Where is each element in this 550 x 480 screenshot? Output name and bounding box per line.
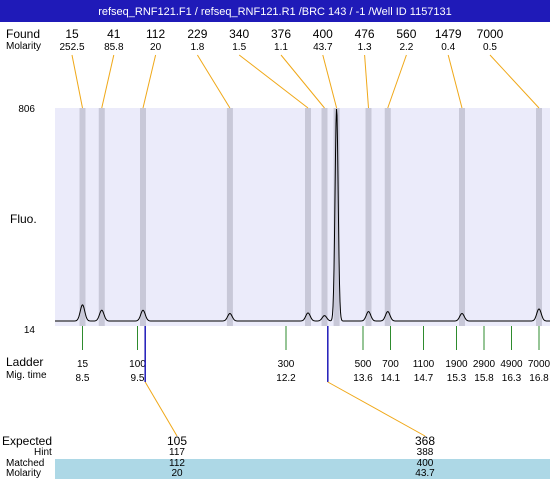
expected-value: 368 xyxy=(414,434,436,448)
ladder-time-label: 14.7 xyxy=(414,373,434,384)
peak-connector xyxy=(364,54,369,109)
peak-connector xyxy=(447,54,463,109)
fluorescence-trace xyxy=(55,108,550,322)
expected-row: Expected 105 368 xyxy=(0,434,550,448)
ladder-size-label: 300 xyxy=(278,359,295,370)
found-size-label: 15 xyxy=(65,27,79,41)
peak-band xyxy=(305,108,311,326)
ladder-time-label: 8.5 xyxy=(76,373,90,384)
ladder-size-label: 500 xyxy=(355,359,372,370)
found-molarity-label: 43.7 xyxy=(313,42,333,53)
peak-connector xyxy=(101,54,115,109)
peak-band xyxy=(79,108,86,326)
molarity-row: Molarity 20 43.7 xyxy=(0,469,550,479)
found-label: Found xyxy=(6,27,41,41)
matched-label: Matched xyxy=(6,458,45,469)
peak-connector xyxy=(280,54,325,109)
ladder-size-label: 1900 xyxy=(445,359,468,370)
expected-value: 105 xyxy=(166,434,188,448)
peak-band xyxy=(321,108,328,326)
found-size-label: 560 xyxy=(396,27,416,41)
found-size-label: 41 xyxy=(107,27,121,41)
ladder-time-label: 15.8 xyxy=(474,373,494,384)
expected-connector xyxy=(144,381,178,437)
found-size-label: 112 xyxy=(146,27,165,41)
peak-connector xyxy=(71,54,83,109)
ladder-size-label: 100 xyxy=(129,359,146,370)
ladder-time-label: 15.3 xyxy=(447,373,467,384)
found-size-label: 229 xyxy=(187,27,207,41)
expected-connector xyxy=(327,381,426,437)
ladder-label: Ladder xyxy=(6,355,44,369)
ladder-size-label: 4900 xyxy=(500,359,523,370)
ladder-size-label: 15 xyxy=(77,359,89,370)
found-molarity-label: 1.3 xyxy=(358,42,372,53)
migtime-label: Mig. time xyxy=(6,370,47,381)
matched-value: 400 xyxy=(416,458,434,469)
found-size-label: 7000 xyxy=(477,27,504,41)
matched-row: Matched 112 400 xyxy=(0,459,550,469)
found-molarity-label: 252.5 xyxy=(59,42,84,53)
molarity-label: Molarity xyxy=(6,41,42,52)
found-size-label: 476 xyxy=(355,27,375,41)
molarity-highlight xyxy=(55,469,550,479)
ladder-size-label: 1100 xyxy=(413,359,435,370)
peak-connector xyxy=(142,54,157,109)
peak-band xyxy=(333,108,340,326)
ladder-size-label: 7000 xyxy=(528,359,550,370)
ladder-time-label: 16.3 xyxy=(502,373,522,384)
peak-band xyxy=(384,108,391,326)
expected-molarity-value: 20 xyxy=(171,468,183,479)
peak-band xyxy=(459,108,465,326)
ladder-size-label: 700 xyxy=(382,359,399,370)
found-size-label: 340 xyxy=(229,27,249,41)
peak-band xyxy=(226,108,233,326)
found-molarity-label: 1.8 xyxy=(190,42,204,53)
y-tick-label: 14 xyxy=(24,325,36,336)
ladder-time-label: 12.2 xyxy=(276,373,296,384)
hint-label: Hint xyxy=(34,447,52,458)
found-molarity-label: 20 xyxy=(150,42,162,53)
peak-band xyxy=(98,108,105,326)
peak-connector xyxy=(238,54,309,109)
peak-band xyxy=(140,108,146,326)
hint-value: 117 xyxy=(169,447,185,458)
peak-connector xyxy=(489,54,540,109)
found-molarity-label: 1.5 xyxy=(232,42,246,53)
y-tick-label: 806 xyxy=(18,104,35,115)
found-molarity-label: 1.1 xyxy=(274,42,288,53)
ladder-time-label: 16.8 xyxy=(529,373,549,384)
found-size-label: 376 xyxy=(271,27,291,41)
ladder-time-label: 9.5 xyxy=(131,373,145,384)
found-size-label: 400 xyxy=(313,27,333,41)
peak-connector xyxy=(322,54,338,109)
chart-title: refseq_RNF121.F1 / refseq_RNF121.R1 /BRC… xyxy=(0,0,550,22)
matched-highlight xyxy=(55,459,550,469)
peak-band xyxy=(536,108,542,326)
matched-value: 112 xyxy=(169,458,185,469)
found-molarity-label: 85.8 xyxy=(104,42,124,53)
expected-molarity-label: Molarity xyxy=(6,468,42,479)
ladder-time-label: 14.1 xyxy=(381,373,401,384)
found-molarity-label: 0.4 xyxy=(441,42,455,53)
found-size-label: 1479 xyxy=(435,27,462,41)
peak-connector xyxy=(387,54,407,109)
hint-value: 388 xyxy=(416,447,434,458)
peak-connector xyxy=(196,54,231,109)
ladder-size-label: 2900 xyxy=(473,359,496,370)
found-molarity-label: 0.5 xyxy=(483,42,497,53)
ladder-time-label: 13.6 xyxy=(353,373,373,384)
expected-molarity-value: 43.7 xyxy=(415,468,435,479)
found-molarity-label: 2.2 xyxy=(399,42,413,53)
expected-label: Expected xyxy=(2,434,53,448)
plot-area xyxy=(55,108,550,326)
y-axis-label: Fluo. xyxy=(10,212,37,226)
peak-band xyxy=(365,108,372,326)
hint-row: Hint 117 388 xyxy=(0,448,550,458)
